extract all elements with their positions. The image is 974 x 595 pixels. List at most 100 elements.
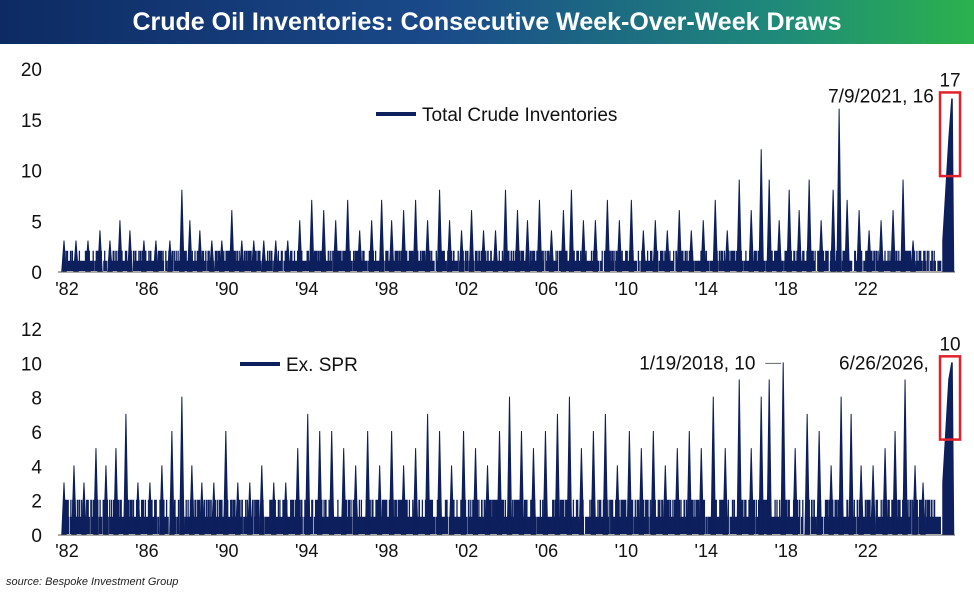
spike-bar bbox=[638, 448, 645, 535]
spike-bar bbox=[364, 430, 371, 535]
spike-bar bbox=[806, 179, 812, 272]
spike-bar bbox=[592, 220, 599, 272]
spike-bar bbox=[197, 230, 203, 272]
x-tick-label: '22 bbox=[854, 541, 877, 561]
spike-bar bbox=[492, 230, 499, 272]
spike-bar bbox=[902, 379, 908, 535]
spike-bar bbox=[199, 482, 205, 535]
x-tick-label: '94 bbox=[295, 279, 318, 299]
spike-bar bbox=[113, 448, 119, 535]
x-tick-label: '90 bbox=[215, 279, 238, 299]
spike-bar bbox=[117, 220, 123, 272]
spike-bar bbox=[223, 430, 229, 535]
spike-bar bbox=[259, 465, 265, 535]
y-tick-label: 10 bbox=[21, 162, 42, 183]
x-tick-label: '90 bbox=[215, 541, 238, 561]
spike-bar bbox=[698, 448, 704, 535]
spike-bar bbox=[866, 230, 872, 272]
spike-bar bbox=[664, 230, 671, 272]
spike-bar bbox=[688, 230, 695, 272]
annotation-label: 7/9/2021, 16 bbox=[828, 87, 934, 108]
spike-bar bbox=[71, 465, 77, 535]
spike-bar bbox=[844, 199, 850, 272]
spike-bar bbox=[614, 465, 621, 535]
x-tick-label: '86 bbox=[135, 279, 158, 299]
spike-bar bbox=[247, 482, 253, 535]
spike-bar bbox=[97, 230, 103, 272]
spike-bar bbox=[448, 465, 455, 535]
spike-bar bbox=[912, 465, 918, 535]
current-streak-bar bbox=[942, 362, 955, 535]
spike-bar bbox=[900, 179, 906, 272]
spike-bar bbox=[93, 448, 99, 535]
x-tick-label: '86 bbox=[135, 541, 158, 561]
spike-bar bbox=[153, 240, 159, 272]
spike-bar bbox=[211, 482, 217, 535]
x-tick-label: '94 bbox=[295, 541, 318, 561]
spike-bar bbox=[285, 240, 291, 272]
spike-bar bbox=[554, 413, 561, 535]
spike-bar bbox=[147, 482, 153, 535]
y-tick-label: 15 bbox=[21, 111, 42, 132]
spike-bar bbox=[590, 430, 597, 535]
y-tick-label: 2 bbox=[31, 492, 42, 513]
x-tick-label: '14 bbox=[695, 541, 718, 561]
spike-bar bbox=[530, 448, 537, 535]
spike-bar bbox=[460, 430, 467, 535]
spike-bar bbox=[722, 448, 728, 535]
spike-bar bbox=[81, 482, 87, 535]
spike-bar bbox=[189, 465, 195, 535]
x-tick-label: '06 bbox=[535, 541, 558, 561]
spike-bar bbox=[436, 430, 443, 535]
spike-bar bbox=[566, 396, 573, 535]
y-tick-label: 5 bbox=[31, 212, 42, 233]
spike-bar bbox=[828, 465, 834, 535]
spike-bar bbox=[758, 396, 764, 535]
spike-bar bbox=[890, 210, 896, 272]
spike-bar bbox=[484, 465, 491, 535]
spike-bar bbox=[786, 189, 792, 272]
spike-bar bbox=[356, 230, 363, 272]
spike-bar bbox=[736, 379, 742, 535]
spike-bar bbox=[400, 210, 407, 272]
spike-bar bbox=[568, 189, 575, 272]
x-tick-label: '98 bbox=[375, 541, 398, 561]
x-tick-label: '10 bbox=[615, 541, 638, 561]
spike-bar bbox=[602, 413, 609, 535]
spike-bar bbox=[910, 240, 916, 272]
spike-bar bbox=[332, 220, 339, 272]
spike-bar bbox=[235, 482, 241, 535]
spike-bar bbox=[412, 448, 419, 535]
spike-bar bbox=[61, 240, 67, 272]
spike-bar bbox=[506, 396, 513, 535]
spike-bar bbox=[219, 240, 225, 272]
spike-bar bbox=[766, 379, 772, 535]
spike-bar bbox=[878, 220, 884, 272]
x-tick-label: '18 bbox=[774, 279, 797, 299]
spike-bar bbox=[616, 220, 623, 272]
spike-bar bbox=[424, 413, 431, 535]
spike-bar bbox=[340, 448, 347, 535]
spike-bar bbox=[604, 199, 611, 272]
spike-bar bbox=[328, 430, 335, 535]
spike-bar bbox=[209, 240, 215, 272]
spike-bar bbox=[766, 179, 772, 272]
spike-bar bbox=[542, 430, 549, 535]
spike-bar bbox=[518, 430, 525, 535]
spike-bar bbox=[792, 448, 798, 535]
x-tick-label: '02 bbox=[455, 541, 478, 561]
spike-bar bbox=[352, 465, 359, 535]
spike-bar bbox=[273, 240, 279, 272]
spike-bar bbox=[870, 465, 876, 535]
spike-bar bbox=[309, 199, 315, 272]
spike-bar bbox=[320, 210, 327, 272]
spike-bar bbox=[724, 230, 730, 272]
spike-bar bbox=[536, 199, 543, 272]
x-tick-label: '10 bbox=[615, 279, 638, 299]
y-tick-label: 4 bbox=[31, 457, 42, 478]
spike-bar bbox=[496, 430, 503, 535]
spike-bar bbox=[836, 108, 842, 272]
spike-bar bbox=[626, 430, 633, 535]
spike-bar bbox=[848, 413, 854, 535]
spike-bar bbox=[127, 230, 133, 272]
